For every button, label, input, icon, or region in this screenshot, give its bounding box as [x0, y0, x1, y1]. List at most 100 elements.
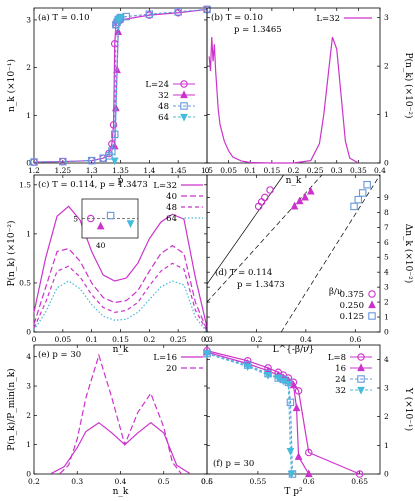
legend-marker-f: [357, 363, 365, 372]
legend-label-a: 64: [158, 113, 169, 123]
x-tick-label-e: 0.4: [115, 477, 127, 486]
plot-frame-b: [206, 7, 381, 164]
x-tick-label-e: 0.6: [201, 477, 213, 486]
data-point-f-3: [286, 447, 295, 456]
data-point-a-2: [145, 10, 154, 18]
plot-frame-c: [33, 174, 208, 333]
y-tick-label-d: 9: [384, 193, 389, 202]
x-tick-label-c: 0.25: [170, 335, 187, 344]
x-axis-label-a: p: [118, 176, 124, 186]
y-tick-label-e: 2: [26, 411, 31, 420]
data-point-d-1: [290, 201, 299, 210]
legend-label-c: 40: [166, 192, 177, 202]
inset-point: [86, 214, 95, 223]
y-tick-label-e: 1: [26, 440, 31, 449]
x-tick-label-c: 0.15: [112, 335, 129, 344]
data-point-a-2: [108, 147, 116, 155]
inset-y-tick-label: 5: [73, 215, 78, 224]
y-tick-label-e: 0: [26, 470, 31, 479]
x-tick-label-d: 0.2: [250, 335, 262, 344]
y-tick-label-f: 0: [384, 470, 389, 479]
x-tick-label-d: 0.4: [300, 335, 312, 344]
x-tick-label-b: 0.2: [288, 166, 300, 175]
x-tick-label-c: 0.1: [86, 335, 98, 344]
legend-label-f: 16: [335, 364, 346, 374]
data-point-d-1: [306, 186, 315, 195]
data-point-f-2: [286, 398, 295, 407]
x-tick-label-c: 0: [32, 335, 37, 344]
series-line-a-0: [33, 8, 208, 163]
plot-frame-f: [206, 344, 381, 475]
y-tick-label-f: 2: [384, 412, 389, 421]
legend-title-d: β/ν: [329, 287, 342, 297]
y-tick-label-a: 0: [26, 159, 31, 168]
data-point-d-2: [354, 195, 363, 204]
y-axis-label-c: P(n_k) (×10⁻²): [6, 220, 17, 286]
legend-marker-d: [368, 290, 376, 298]
annotation2-d: p = 1.3473: [237, 280, 285, 290]
legend-label-c: 48: [166, 203, 177, 213]
legend-marker-d: [368, 312, 376, 320]
inset-point: [96, 221, 105, 230]
legend-label-e: 20: [166, 364, 177, 374]
y-tick-label-c: 1.5: [19, 180, 31, 189]
y-tick-label-d: 2: [384, 298, 389, 307]
x-tick-label-a: 1.25: [54, 166, 71, 175]
data-point-f-1: [292, 403, 301, 412]
data-point-a-3: [110, 157, 119, 166]
legend-marker-f: [357, 386, 365, 395]
x-tick-label-b: 0.35: [350, 166, 367, 175]
y-tick-label-f: 4: [384, 355, 389, 364]
annotation2-b: p = 1.3465: [234, 25, 282, 35]
annotation-f: (f) p = 30: [213, 458, 254, 469]
data-point-f-3: [287, 470, 296, 479]
data-point-f-3: [279, 377, 288, 386]
series-line-c-3: [33, 280, 208, 333]
x-axis-label-d: L^{-β/ν}: [273, 345, 315, 355]
x-tick-label-e: 0.2: [28, 477, 40, 486]
x-tick-label-b: 0.05: [220, 166, 237, 175]
data-point-a-2: [87, 156, 96, 165]
legend-label-a: L=24: [145, 80, 169, 90]
y-tick-label-d: 5: [384, 253, 389, 262]
inset-x-tick-label: 40: [96, 241, 106, 250]
x-tick-label-c: 0.3: [201, 335, 213, 344]
data-point-a-2: [99, 154, 107, 162]
fit-line-d-2: [280, 174, 381, 333]
x-axis-label-f: T p²: [284, 487, 303, 497]
legend-marker-a: [180, 102, 188, 110]
y-tick-label-d: 1: [384, 313, 389, 322]
x-tick-label-a: 1.45: [170, 166, 187, 175]
y-axis-label-d: Δn_k (×10⁻²): [403, 224, 414, 283]
annotation-b: (b) T = 0.10: [211, 12, 263, 23]
data-point-d-2: [350, 202, 358, 211]
legend-label-a: 32: [158, 91, 169, 101]
legend-marker-f: [357, 353, 365, 361]
x-tick-label-c: 0.05: [54, 335, 71, 344]
x-tick-label-a: 1.3: [86, 166, 98, 175]
x-tick-label-b: 0.3: [331, 166, 343, 175]
x-axis-label-e: n_k: [113, 487, 129, 497]
x-tick-label-a: 1.4: [143, 166, 155, 175]
data-point-f-3: [203, 350, 211, 359]
data-point-f-0: [294, 387, 303, 395]
y-axis-label-a: n_k (×10⁻¹): [6, 59, 17, 112]
y-tick-label-a: 2: [26, 63, 31, 72]
data-point-d-2: [358, 189, 367, 197]
legend-marker-f: [357, 375, 365, 383]
inset-point: [106, 211, 115, 220]
data-point-a-2: [59, 157, 67, 166]
x-tick-label-a: 1.2: [28, 166, 40, 175]
series-line-f-1: [206, 351, 310, 475]
series-line-c-0: [33, 205, 208, 328]
y-tick-label-d: 7: [384, 223, 389, 232]
legend-label-c: 64: [166, 214, 177, 224]
y-tick-label-e: 3: [26, 382, 31, 391]
y-tick-label-d: 0: [384, 328, 389, 337]
legend-marker-a: [180, 80, 188, 88]
y-tick-label-f: 3: [384, 384, 389, 393]
data-point-d-2: [363, 180, 371, 189]
y-axis-label-e: P(n_k)/P_min(n_k): [6, 368, 17, 450]
x-tick-label-f: 0.65: [351, 477, 368, 486]
y-tick-label-b: 2: [384, 62, 389, 71]
